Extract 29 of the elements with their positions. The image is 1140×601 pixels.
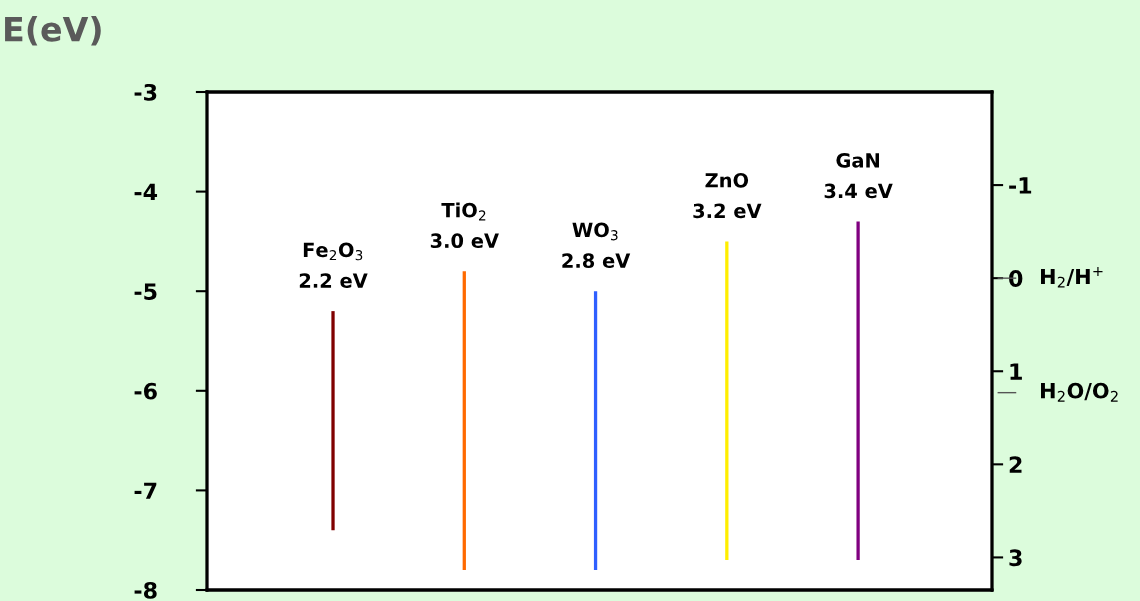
y2-tick-label: 3 <box>1009 549 1022 567</box>
x-tick-label: GaN <box>836 153 879 168</box>
x-tick-label: ZnO <box>705 172 749 188</box>
bar <box>593 291 598 571</box>
bar <box>725 241 729 561</box>
ref-line-label: H$_{2}$O/O$_{2}$ <box>1041 382 1118 402</box>
data-label: 3.0 eV <box>430 233 499 249</box>
y-tick-label: -4 <box>134 183 158 201</box>
data-label: 3.2 eV <box>693 203 762 219</box>
y-tick-label: -5 <box>134 283 157 300</box>
y2-tick-label: 1 <box>1010 363 1022 380</box>
y-tick-label: -6 <box>134 382 157 400</box>
x-tick-label: Fe$_{2}$O$_{3}$ <box>303 242 363 261</box>
x-tick-label: WO$_{3}$ <box>572 222 618 241</box>
bar <box>856 221 860 561</box>
y2-tick-label: 0 <box>1009 270 1023 287</box>
y-axis-title: E(eV) <box>5 15 101 46</box>
ref-line-label: H$_{2}$/H$^{+}$ <box>1041 266 1103 288</box>
data-label: 3.4 eV <box>824 183 893 199</box>
y-tick-label: -7 <box>134 482 157 499</box>
y2-tick-label: 2 <box>1009 456 1022 473</box>
data-label: 2.8 eV <box>562 253 631 268</box>
x-tick-label: TiO$_{2}$ <box>441 202 486 221</box>
y-tick-label: -3 <box>134 83 157 101</box>
y-tick-label: -8 <box>134 581 157 599</box>
bar <box>331 311 335 531</box>
data-label: 2.2 eV <box>299 273 368 288</box>
bar <box>462 271 466 571</box>
y2-tick-label: -1 <box>1009 177 1032 194</box>
